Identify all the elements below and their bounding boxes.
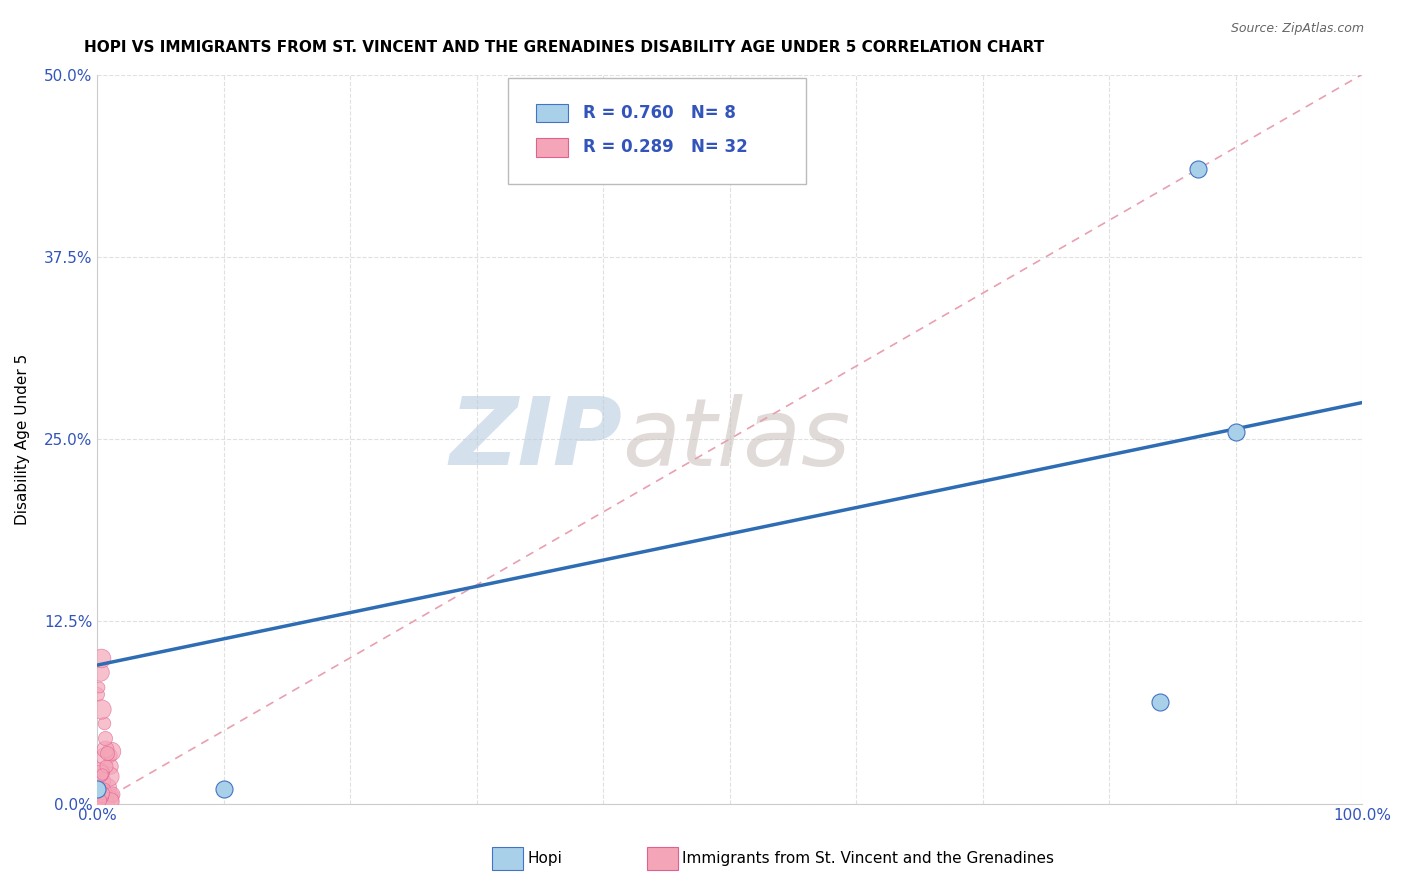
Point bbox=[91, 789, 114, 803]
Point bbox=[91, 786, 114, 800]
Point bbox=[1149, 694, 1171, 708]
Point bbox=[96, 780, 118, 794]
Point bbox=[94, 731, 117, 745]
Point bbox=[90, 772, 112, 787]
Point bbox=[98, 748, 121, 763]
Point bbox=[98, 794, 121, 808]
FancyBboxPatch shape bbox=[509, 78, 806, 184]
Point bbox=[97, 769, 120, 783]
Point bbox=[87, 680, 110, 694]
Text: Source: ZipAtlas.com: Source: ZipAtlas.com bbox=[1230, 22, 1364, 36]
Text: Hopi: Hopi bbox=[527, 852, 562, 866]
Point bbox=[87, 783, 110, 797]
Text: HOPI VS IMMIGRANTS FROM ST. VINCENT AND THE GRENADINES DISABILITY AGE UNDER 5 CO: HOPI VS IMMIGRANTS FROM ST. VINCENT AND … bbox=[84, 40, 1045, 55]
Point bbox=[87, 764, 110, 779]
Point bbox=[91, 783, 114, 797]
Point bbox=[90, 789, 112, 803]
Point bbox=[91, 767, 114, 781]
Point bbox=[87, 791, 110, 805]
Point bbox=[89, 766, 111, 780]
Point bbox=[89, 793, 111, 807]
Point bbox=[90, 650, 112, 665]
Point bbox=[101, 787, 124, 801]
Point bbox=[101, 789, 124, 803]
Point bbox=[96, 746, 118, 760]
Text: Immigrants from St. Vincent and the Grenadines: Immigrants from St. Vincent and the Gren… bbox=[682, 852, 1054, 866]
FancyBboxPatch shape bbox=[536, 104, 568, 122]
Point bbox=[94, 759, 117, 773]
Point bbox=[86, 784, 108, 798]
Point bbox=[97, 792, 120, 806]
Point bbox=[93, 716, 115, 731]
Point bbox=[212, 782, 235, 797]
Point bbox=[89, 665, 111, 680]
Point bbox=[98, 759, 121, 773]
Point bbox=[100, 744, 122, 758]
Text: R = 0.760   N= 8: R = 0.760 N= 8 bbox=[583, 104, 735, 122]
Text: ZIP: ZIP bbox=[450, 393, 621, 485]
Text: atlas: atlas bbox=[621, 393, 851, 484]
Point bbox=[86, 782, 108, 797]
Point bbox=[90, 702, 112, 716]
Point bbox=[1225, 425, 1247, 439]
FancyBboxPatch shape bbox=[536, 138, 568, 156]
Point bbox=[94, 742, 117, 756]
Y-axis label: Disability Age Under 5: Disability Age Under 5 bbox=[15, 353, 30, 524]
Point bbox=[94, 796, 117, 810]
Text: R = 0.289   N= 32: R = 0.289 N= 32 bbox=[583, 138, 748, 156]
Point bbox=[91, 764, 114, 779]
Point bbox=[93, 749, 115, 764]
Point bbox=[87, 784, 110, 798]
Point bbox=[86, 687, 108, 701]
Point bbox=[94, 791, 117, 805]
Point bbox=[1187, 162, 1209, 177]
